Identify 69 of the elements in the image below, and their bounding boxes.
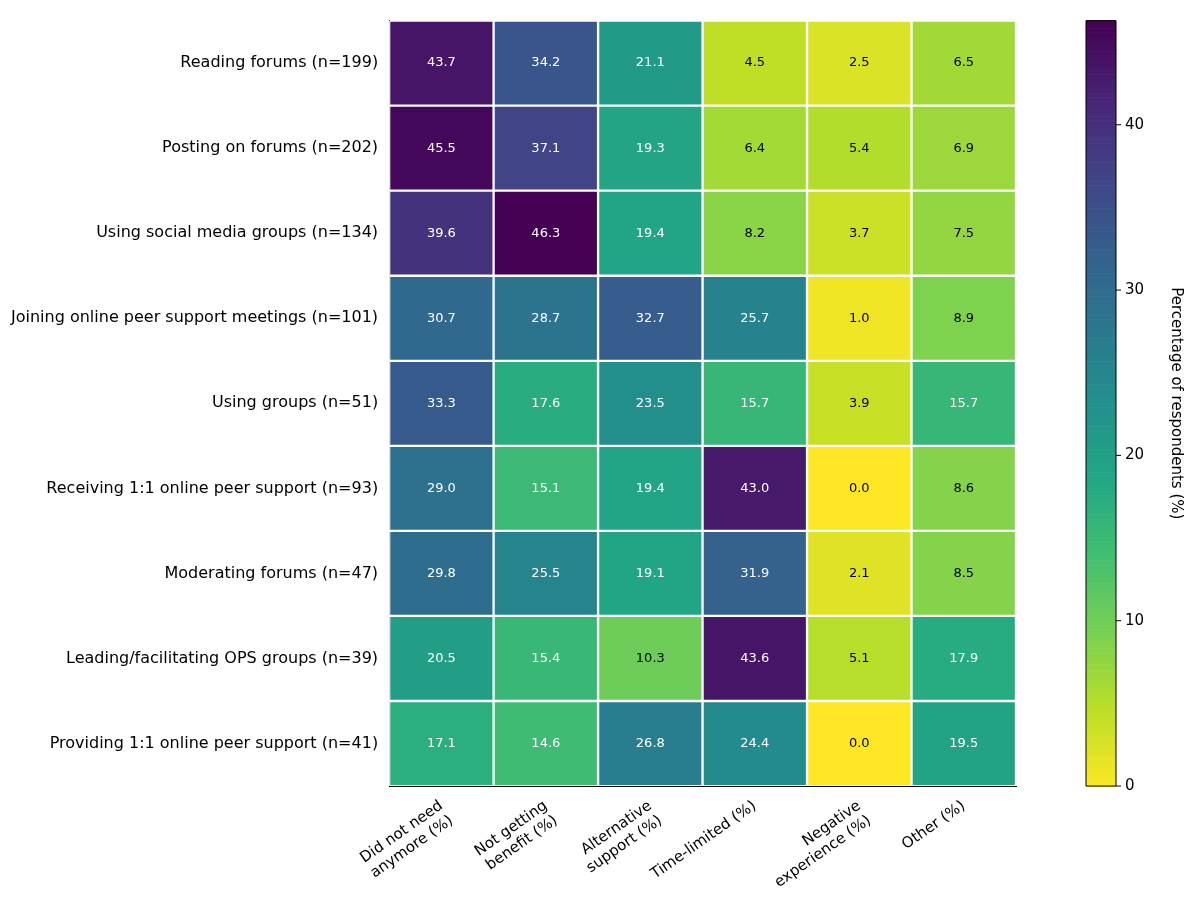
data-label: 15.7 <box>949 394 979 410</box>
y-tick-label: Moderating forums (n=47) <box>164 562 379 582</box>
y-tick-label: Leading/facilitating OPS groups (n=39) <box>66 647 379 667</box>
data-label: 34.2 <box>531 54 561 70</box>
data-label: 15.4 <box>531 649 561 665</box>
data-label: 6.4 <box>744 139 766 155</box>
data-label: 19.1 <box>635 564 665 580</box>
data-label: 17.1 <box>426 734 456 750</box>
data-label: 43.0 <box>740 479 770 495</box>
data-label: 1.0 <box>848 309 870 325</box>
data-label: 29.0 <box>426 479 456 495</box>
data-label: 6.5 <box>953 54 975 70</box>
data-label: 17.9 <box>949 649 979 665</box>
data-label: 2.5 <box>848 54 870 70</box>
color-bar-title: Percentage of respondents (%) <box>1168 287 1187 520</box>
data-label: 5.1 <box>848 649 870 665</box>
data-label: 19.4 <box>635 224 665 240</box>
data-label: 24.4 <box>740 734 770 750</box>
y-tick-label: Using social media groups (n=134) <box>96 222 379 242</box>
data-label: 29.8 <box>426 564 456 580</box>
data-label: 0.0 <box>848 479 870 495</box>
data-label: 43.7 <box>426 54 456 70</box>
data-label: 19.4 <box>635 479 665 495</box>
data-label: 8.5 <box>953 564 975 580</box>
data-label: 32.7 <box>635 309 665 325</box>
y-tick-label: Posting on forums (n=202) <box>162 137 379 157</box>
data-label: 25.7 <box>740 309 770 325</box>
data-label: 43.6 <box>740 649 770 665</box>
data-label: 8.2 <box>744 224 766 240</box>
color-bar-label: 30 <box>1125 279 1145 298</box>
color-bar-label: 0 <box>1125 775 1135 794</box>
data-label: 7.5 <box>953 224 975 240</box>
data-label: 8.6 <box>953 479 975 495</box>
data-label: 46.3 <box>531 224 561 240</box>
data-label: 26.8 <box>635 734 665 750</box>
data-label: 5.4 <box>848 139 870 155</box>
data-label: 23.5 <box>635 394 665 410</box>
data-label: 45.5 <box>426 139 456 155</box>
data-label: 15.1 <box>531 479 561 495</box>
data-label: 19.3 <box>635 139 665 155</box>
data-label: 30.7 <box>426 309 456 325</box>
data-label: 28.7 <box>531 309 561 325</box>
data-label: 0.0 <box>848 734 870 750</box>
data-label: 39.6 <box>426 224 456 240</box>
data-label: 2.1 <box>848 564 870 580</box>
data-label: 20.5 <box>426 649 456 665</box>
data-label: 3.9 <box>848 394 870 410</box>
data-label: 3.7 <box>848 224 870 240</box>
y-tick-label: Providing 1:1 online peer support (n=41) <box>49 732 379 752</box>
data-label: 15.7 <box>740 394 770 410</box>
color-bar-label: 40 <box>1125 114 1145 133</box>
data-label: 6.9 <box>953 139 975 155</box>
data-label: 19.5 <box>949 734 979 750</box>
data-label: 10.3 <box>635 649 665 665</box>
color-bar-label: 10 <box>1125 610 1145 629</box>
data-label: 31.9 <box>740 564 770 580</box>
data-label: 37.1 <box>531 139 561 155</box>
data-label: 25.5 <box>531 564 561 580</box>
data-label: 8.9 <box>953 309 975 325</box>
y-tick-label: Receiving 1:1 online peer support (n=93) <box>46 477 379 497</box>
data-label: 21.1 <box>635 54 665 70</box>
data-label: 33.3 <box>426 394 456 410</box>
data-label: 4.5 <box>744 54 766 70</box>
data-label: 17.6 <box>531 394 561 410</box>
data-label: 14.6 <box>531 734 561 750</box>
y-tick-label: Reading forums (n=199) <box>180 52 379 72</box>
y-tick-label: Joining online peer support meetings (n=101) <box>9 307 379 327</box>
y-tick-label: Using groups (n=51) <box>211 392 379 412</box>
color-bar-label: 20 <box>1125 445 1145 464</box>
